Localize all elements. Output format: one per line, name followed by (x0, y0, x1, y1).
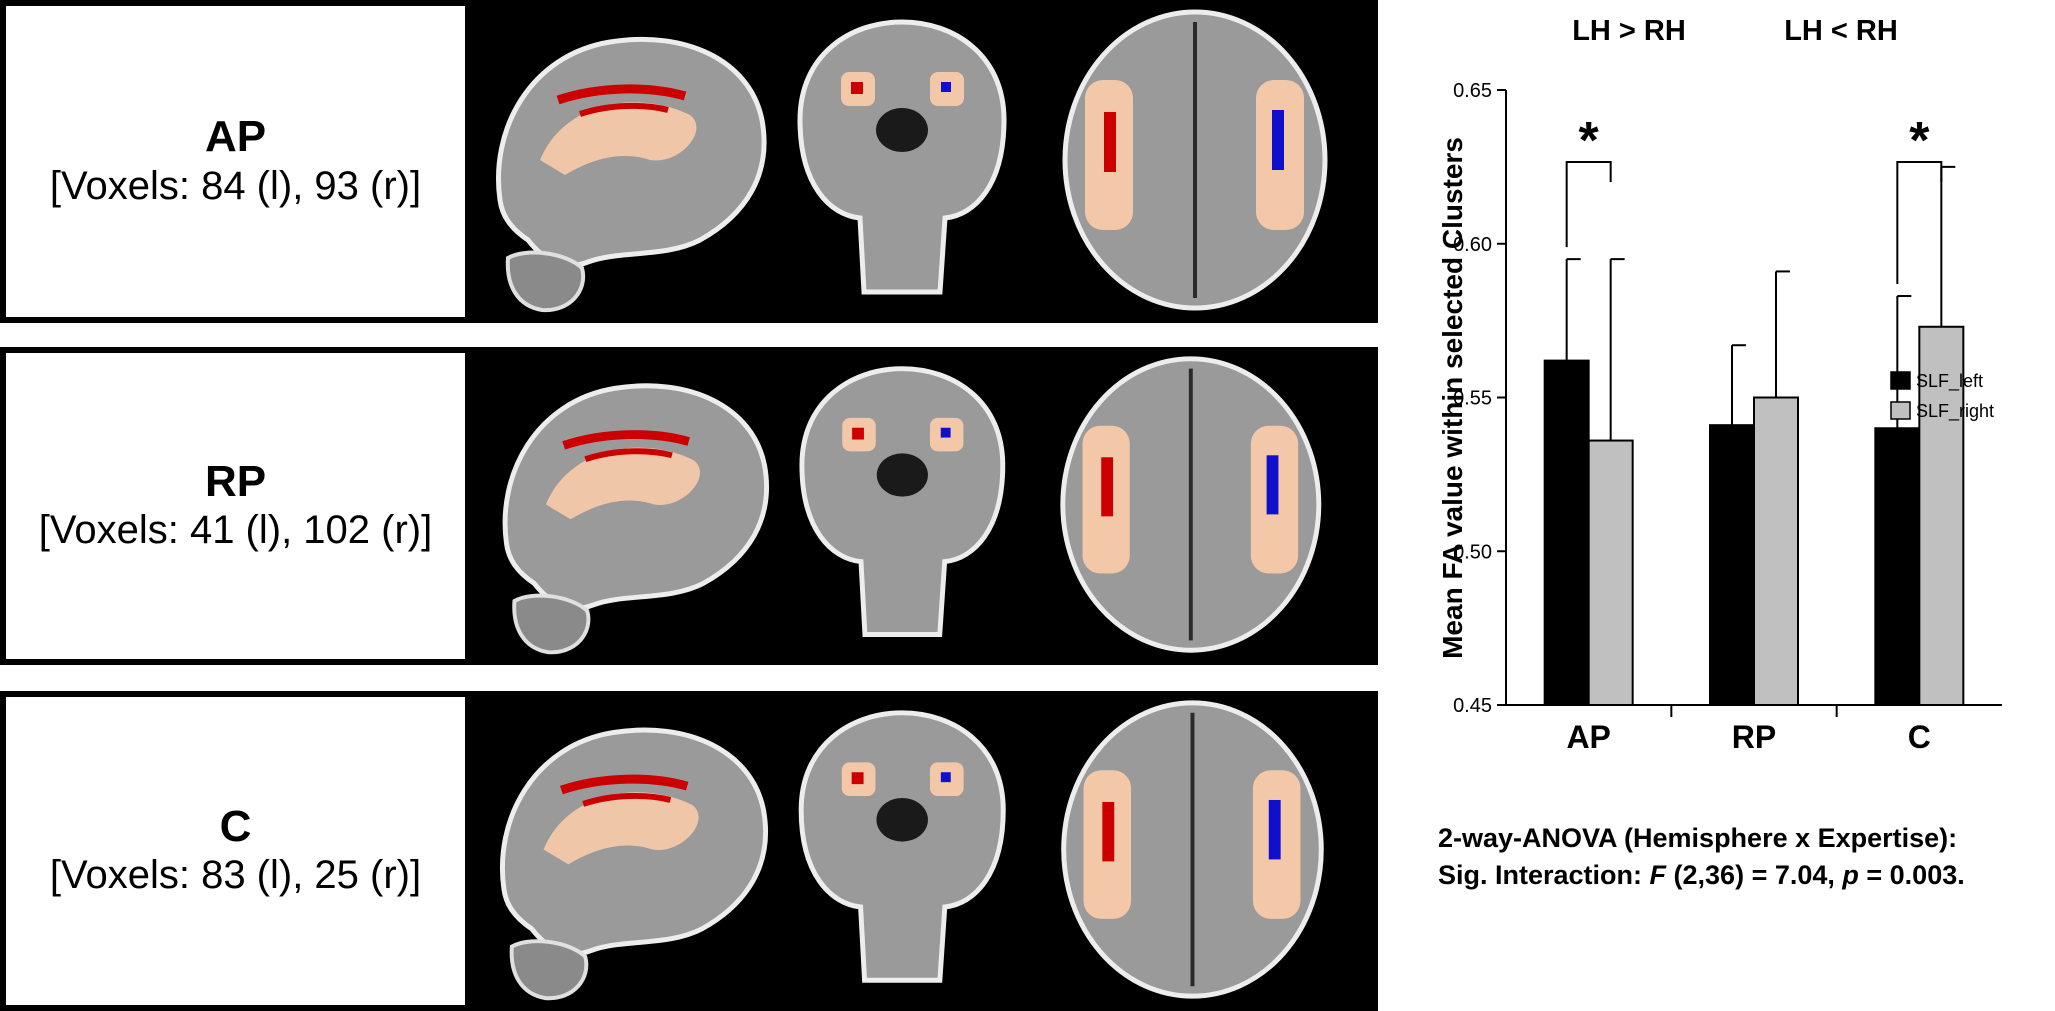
coronal-slice (798, 710, 1006, 983)
left-cluster-mark (556, 84, 687, 105)
x-tick-label: C (1908, 719, 1931, 755)
anova-p-symbol: p (1842, 860, 1859, 890)
panel-row-c: C [Voxels: 83 (l), 25 (r)] (0, 691, 1378, 1011)
anova-prefix: Sig. Interaction: (1438, 860, 1650, 890)
axial-slice (1062, 9, 1328, 311)
panel-row-ap: AP [Voxels: 84 (l), 93 (r)] (0, 0, 1378, 323)
right-cluster-mark (1268, 799, 1281, 860)
coronal-ventricles (876, 453, 928, 497)
panel-row-rp: RP [Voxels: 41 (l), 102 (r)] (0, 347, 1378, 665)
right-cluster-mark (940, 772, 951, 783)
coronal-cortex (798, 710, 1006, 983)
x-tick-label: RP (1732, 719, 1776, 755)
coronal-slice (799, 366, 1006, 637)
bar-slf-left (1709, 424, 1755, 706)
left-cluster-mark (852, 427, 864, 440)
y-tick-label: 0.50 (1453, 541, 1492, 563)
bar-chart: LH > RH LH < RH Mean FA value within sel… (1437, 15, 2002, 755)
left-cluster-mark (851, 772, 864, 785)
bar-slf-right (1753, 396, 1799, 706)
x-tick-label: AP (1566, 719, 1610, 755)
left-cluster-mark (1101, 457, 1114, 517)
y-tick-label: 0.45 (1453, 695, 1492, 717)
cerebellum (509, 939, 589, 1001)
panel-title: RP (204, 456, 267, 506)
sagittal-slice (496, 36, 767, 313)
group-header-right: LH < RH (1784, 15, 1898, 47)
panel-voxels: [Voxels: 84 (l), 93 (r)] (49, 163, 422, 208)
right-cluster-mark (1272, 110, 1284, 170)
sagittal-overlay (543, 792, 699, 865)
sagittal-slice (500, 727, 769, 1001)
panel-title: C (219, 801, 252, 851)
bar-slf-right (1587, 439, 1634, 706)
cerebellum (505, 250, 586, 313)
y-tick-label: 0.65 (1453, 80, 1492, 102)
brain-images-rp (502, 356, 1322, 655)
coronal-cortex (797, 19, 1007, 295)
legend-label-slf-left: SLF_left (1916, 371, 1983, 392)
coronal-slice (797, 19, 1007, 295)
left-cluster-mark (1102, 801, 1115, 862)
legend-label-slf-right: SLF_right (1916, 401, 1994, 422)
left-cluster-mark (851, 82, 863, 94)
legend-swatch-slf-right (1890, 401, 1911, 420)
significance-bracket (1896, 161, 1943, 285)
left-cluster-mark (1104, 112, 1116, 172)
panel-voxels: [Voxels: 83 (l), 25 (r)] (49, 853, 422, 898)
cerebellum (512, 593, 591, 655)
sagittal-overlay (545, 447, 700, 520)
panel-title: AP (204, 112, 267, 162)
anova-f-value: (2,36) = 7.04, (1666, 860, 1843, 890)
coronal-ventricles (876, 108, 928, 152)
sagittal-overlay (540, 102, 697, 175)
anova-line-2: Sig. Interaction: F (2,36) = 7.04, p = 0… (1438, 860, 1965, 891)
right-cluster-mark (940, 427, 951, 438)
significance-bracket (1565, 161, 1612, 248)
anova-p-value: = 0.003. (1858, 860, 1965, 890)
left-cluster-mark (584, 448, 673, 463)
panel-label-box: RP [Voxels: 41 (l), 102 (r)] (4, 351, 467, 661)
y-axis-label: Mean FA value within selected Clusters (1437, 137, 1468, 659)
y-tick-label: 0.55 (1453, 388, 1492, 410)
group-header-left: LH > RH (1572, 15, 1686, 47)
significance-star: * (1909, 112, 1930, 170)
brain-images-c (500, 700, 1324, 1001)
axial-slice (1061, 700, 1324, 999)
brain-images-ap (496, 9, 1328, 313)
bar-slf-left (1543, 359, 1590, 706)
coronal-cortex (799, 366, 1006, 637)
anova-line-1: 2-way-ANOVA (Hemisphere x Expertise): (1438, 823, 1958, 853)
legend-swatch-slf-left (1890, 371, 1911, 390)
right-cluster-mark (1266, 455, 1279, 515)
panel-label-box: AP [Voxels: 84 (l), 93 (r)] (4, 4, 467, 319)
panel-voxels: [Voxels: 41 (l), 102 (r)] (38, 508, 433, 553)
axial-slice (1060, 356, 1322, 653)
sagittal-slice (502, 383, 769, 655)
y-tick-label: 0.60 (1453, 234, 1492, 256)
left-cluster-mark (562, 430, 690, 450)
anova-f-symbol: F (1649, 860, 1667, 890)
left-cluster-mark (582, 792, 672, 807)
bar-slf-left (1874, 427, 1921, 706)
significance-star: * (1579, 112, 1600, 170)
left-cluster-mark (559, 774, 689, 795)
panel-label-box: C [Voxels: 83 (l), 25 (r)] (4, 695, 467, 1007)
coronal-ventricles (876, 797, 928, 842)
left-cluster-mark (579, 102, 669, 117)
right-cluster-mark (941, 82, 951, 92)
